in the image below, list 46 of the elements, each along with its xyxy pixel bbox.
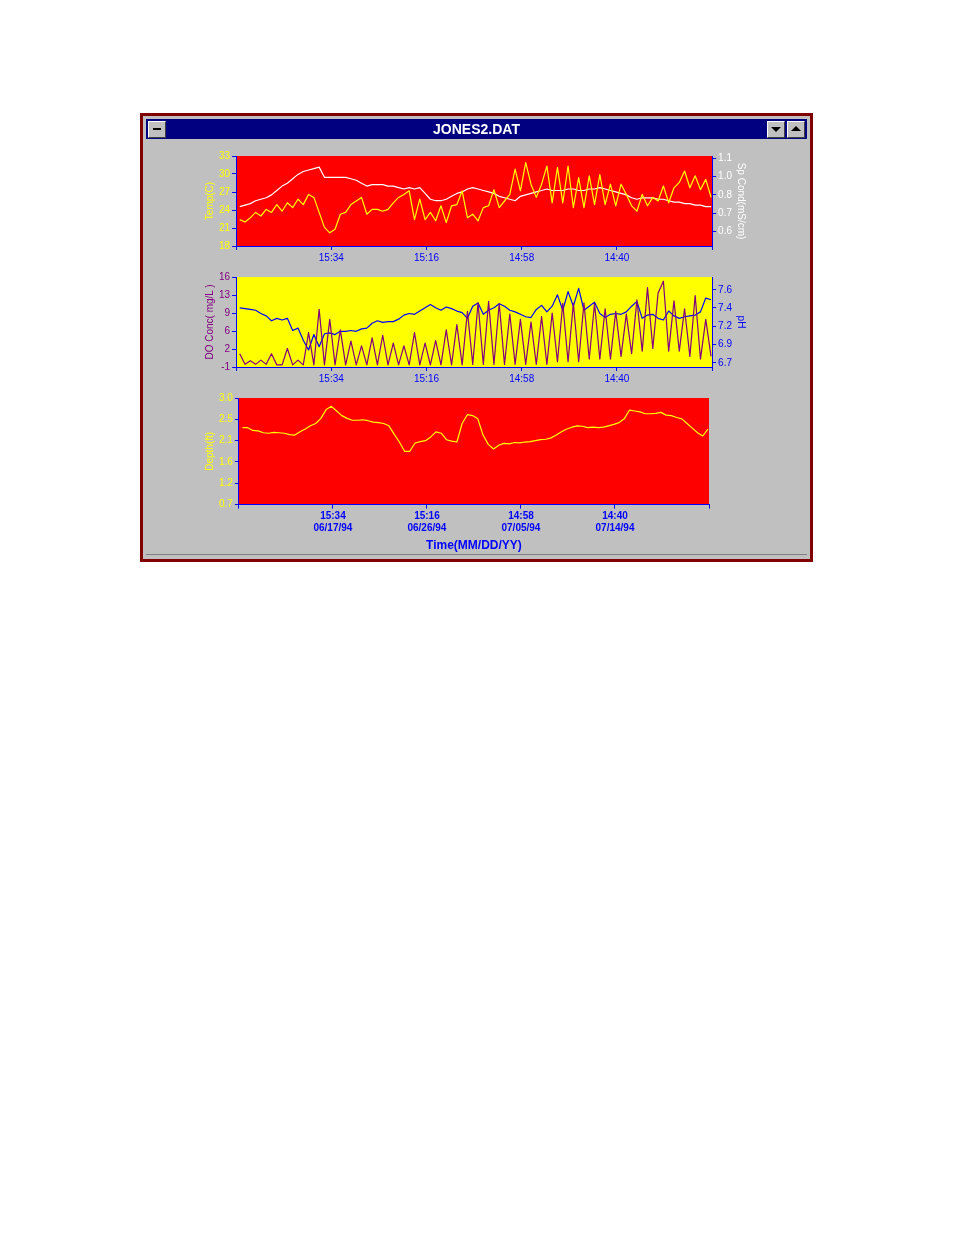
y2-tick-label: 0.8 [718, 188, 733, 200]
y-tick-label: 2 [224, 342, 231, 354]
x-tick-label: 15:34 [318, 251, 345, 263]
y-axis-title: DO Conc( mg/L ) [203, 284, 215, 360]
y2-axis-title: pH [736, 315, 748, 329]
y-tick-label: 1.6 [219, 455, 234, 467]
y2-tick-label: 6.7 [718, 356, 733, 368]
y-tick-label: 3.0 [219, 391, 234, 403]
y2-tick-label: 7.4 [718, 301, 733, 313]
y-tick-label: 1.2 [219, 477, 234, 489]
x-tick-label: 15:16 06/26/94 [407, 510, 447, 534]
x-tick-label: 14:40 [604, 251, 630, 263]
y2-tick-label: 7.6 [718, 283, 733, 295]
x-tick-label: 14:40 07/14/94 [595, 510, 635, 534]
x-tick-label: 14:58 [509, 372, 535, 384]
y2-axis-title: Sp Cond(mS/cm) [736, 162, 748, 240]
y-tick-label: 24 [219, 203, 231, 215]
y-axis-title: Depth(ft) [203, 431, 215, 471]
y-tick-label: 21 [219, 221, 231, 233]
x-tick-label: 14:58 07/05/94 [501, 510, 541, 534]
x-tick-label: 15:34 06/17/94 [313, 510, 353, 534]
y2-tick-label: 1.0 [718, 170, 733, 182]
chart-title: JONES2.DAT [433, 121, 520, 137]
y-tick-label: 13 [219, 288, 231, 300]
y-tick-label: -1 [221, 360, 231, 372]
x-tick-label: 15:16 [414, 251, 440, 263]
y-tick-label: 9 [224, 306, 231, 318]
y-tick-label: 30 [219, 167, 231, 179]
x-tick-label: 14:40 [604, 372, 630, 384]
y-tick-label: 0.7 [219, 498, 234, 510]
y-tick-label: 16 [219, 270, 231, 282]
y-tick-label: 33 [219, 149, 231, 161]
x-tick-label: 15:16 [414, 372, 440, 384]
x-tick-label: 15:34 [318, 372, 345, 384]
y2-tick-label: 1.1 [718, 152, 733, 164]
y-tick-label: 2.1 [219, 434, 234, 446]
y2-tick-label: 6.9 [718, 338, 733, 350]
y-tick-label: 6 [224, 324, 231, 336]
y-tick-label: 18 [219, 239, 231, 251]
y2-tick-label: 7.2 [718, 320, 733, 332]
y2-tick-label: 0.6 [718, 225, 733, 237]
y-tick-label: 2.5 [219, 413, 234, 425]
x-tick-label: 14:58 [509, 251, 535, 263]
x-axis-title: Time(MM/DD/YY) [426, 538, 522, 553]
y-tick-label: 27 [219, 185, 231, 197]
y-axis-title: Temp(C) [203, 181, 215, 221]
